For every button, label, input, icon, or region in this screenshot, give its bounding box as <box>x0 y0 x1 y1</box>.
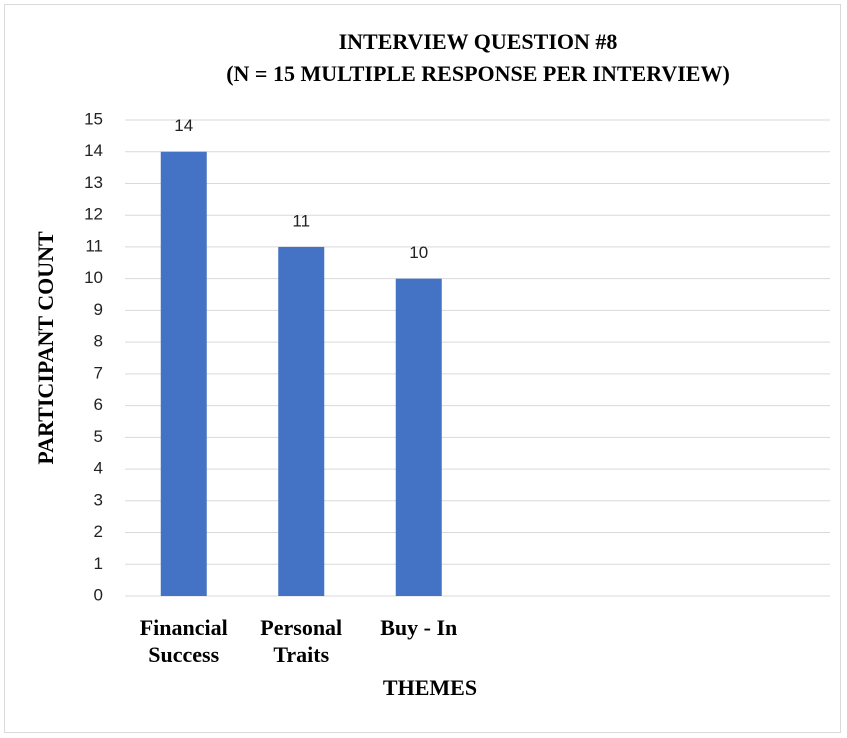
y-tick-label: 4 <box>94 459 103 478</box>
y-tick-label: 2 <box>94 522 103 541</box>
x-axis-title: THEMES <box>383 675 477 700</box>
y-tick-label: 7 <box>94 363 103 382</box>
y-tick-label: 11 <box>85 236 103 255</box>
x-tick-label: Financial Success <box>139 615 228 667</box>
y-tick-label: 1 <box>94 554 103 573</box>
data-label: 11 <box>292 211 310 230</box>
y-tick-label: 13 <box>84 173 103 192</box>
y-tick-label: 5 <box>94 427 103 446</box>
y-tick-label: 8 <box>94 332 103 351</box>
x-tick-label: Personal Traits <box>260 615 343 667</box>
x-tick-label: Buy - In <box>380 615 458 640</box>
y-tick-label: 12 <box>84 205 103 224</box>
chart-subtitle: (N = 15 MULTIPLE RESPONSE PER INTERVIEW) <box>226 61 730 86</box>
bar <box>278 246 325 596</box>
y-tick-label: 10 <box>84 268 103 287</box>
y-tick-label: 6 <box>94 395 103 414</box>
y-tick-label: 9 <box>94 300 103 319</box>
bar <box>395 278 442 596</box>
data-label: 10 <box>409 243 428 262</box>
y-tick-label: 0 <box>94 585 103 604</box>
y-axis-title: PARTICIPANT COUNT <box>33 231 58 465</box>
chart-title: INTERVIEW QUESTION #8 <box>339 29 618 54</box>
y-tick-label: 3 <box>94 490 103 509</box>
data-label: 14 <box>174 116 193 135</box>
y-tick-label: 14 <box>84 141 103 160</box>
y-tick-label: 15 <box>84 109 103 128</box>
bar <box>160 151 207 596</box>
